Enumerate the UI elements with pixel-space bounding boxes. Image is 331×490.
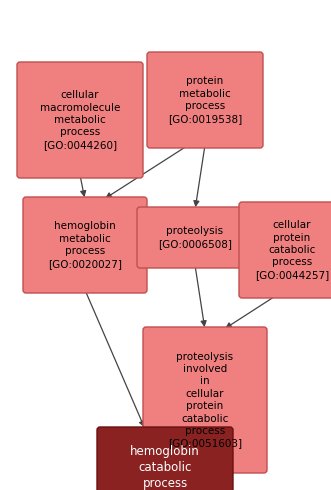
- FancyBboxPatch shape: [97, 427, 233, 490]
- Text: proteolysis
[GO:0006508]: proteolysis [GO:0006508]: [158, 226, 232, 249]
- Text: proteolysis
involved
in
cellular
protein
catabolic
process
[GO:0051603]: proteolysis involved in cellular protein…: [168, 352, 242, 448]
- FancyBboxPatch shape: [239, 202, 331, 298]
- FancyBboxPatch shape: [147, 52, 263, 148]
- FancyBboxPatch shape: [137, 207, 253, 268]
- Text: protein
metabolic
process
[GO:0019538]: protein metabolic process [GO:0019538]: [168, 76, 242, 123]
- FancyBboxPatch shape: [17, 62, 143, 178]
- Text: hemoglobin
metabolic
process
[GO:0020027]: hemoglobin metabolic process [GO:0020027…: [48, 221, 122, 269]
- FancyBboxPatch shape: [143, 327, 267, 473]
- Text: hemoglobin
catabolic
process
[GO:0042540]: hemoglobin catabolic process [GO:0042540…: [123, 444, 207, 490]
- FancyBboxPatch shape: [23, 197, 147, 293]
- Text: cellular
protein
catabolic
process
[GO:0044257]: cellular protein catabolic process [GO:0…: [255, 220, 329, 280]
- Text: cellular
macromolecule
metabolic
process
[GO:0044260]: cellular macromolecule metabolic process…: [40, 90, 120, 150]
